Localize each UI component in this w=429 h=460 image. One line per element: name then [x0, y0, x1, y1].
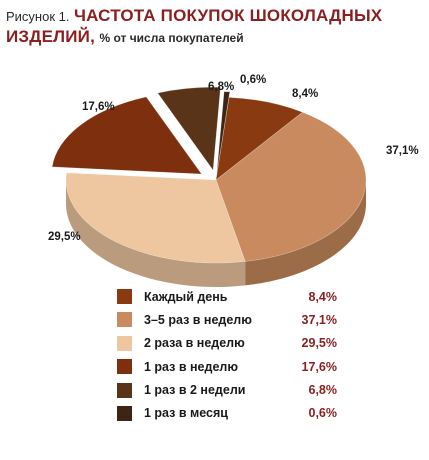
- legend-value: 29,5%: [301, 336, 337, 351]
- pie-chart: 8,4% 37,1% 29,5% 17,6% 6,8% 0,6%: [48, 74, 419, 287]
- legend-item: Каждый день 8,4%: [117, 287, 337, 306]
- legend-value: 6,8%: [308, 383, 338, 398]
- legend-swatch: [117, 289, 132, 304]
- pie-slice: [216, 91, 231, 175]
- legend-value: 0,6%: [308, 406, 338, 421]
- legend-item: 1 раз в месяц 0,6%: [117, 404, 337, 423]
- slice-value-label: 8,4%: [292, 88, 318, 100]
- chart-title-line1: ЧАСТОТА ПОКУПОК ШОКОЛАДНЫХ: [73, 6, 383, 25]
- pie-slice-side: [245, 180, 366, 286]
- chart-legend: Каждый день 8,4% 3–5 раз в неделю 37,1% 2 ра…: [117, 287, 337, 427]
- legend-item: 2 раза в неделю 29,5%: [117, 334, 337, 353]
- legend-label: 1 раз в 2 недели: [144, 383, 246, 398]
- pie-slice: [215, 97, 304, 181]
- legend-value: 37,1%: [301, 312, 337, 327]
- figure-number: Рисунок 1.: [6, 9, 70, 24]
- legend-label: 2 раза в неделю: [144, 336, 245, 351]
- slice-value-label: 6,8%: [208, 81, 234, 93]
- slice-value-label: 0,6%: [240, 74, 266, 86]
- legend-label: 3–5 раз в неделю: [144, 312, 252, 327]
- legend-value: 17,6%: [301, 359, 337, 374]
- legend-swatch: [117, 312, 132, 328]
- slice-value-label: 29,5%: [48, 231, 81, 243]
- pie-slice: [51, 96, 203, 175]
- legend-swatch: [117, 335, 132, 351]
- pie-slice: [65, 172, 246, 264]
- pie-slice: [215, 111, 367, 262]
- legend-label: Каждый день: [144, 289, 228, 304]
- legend-label: 1 раз в месяц: [144, 406, 228, 421]
- chart-title-line2: ИЗДЕЛИЙ,: [6, 27, 96, 46]
- legend-item: 1 раз в 2 недели 6,8%: [117, 381, 337, 400]
- legend-swatch: [117, 382, 132, 398]
- pie-slice-side: [66, 180, 246, 287]
- legend-swatch: [117, 359, 132, 375]
- pie-slice: [157, 86, 221, 172]
- chart-subtitle: % от числа покупателей: [99, 31, 244, 45]
- chart-title-block: Рисунок 1. ЧАСТОТА ПОКУПОК ШОКОЛАДНЫХ ИЗ…: [6, 6, 426, 48]
- legend-swatch: [117, 405, 132, 421]
- slice-value-label: 17,6%: [82, 101, 115, 113]
- legend-label: 1 раз в неделю: [144, 359, 239, 374]
- legend-item: 1 раз в неделю 17,6%: [117, 357, 337, 376]
- legend-value: 8,4%: [308, 289, 338, 304]
- legend-item: 3–5 раз в неделю 37,1%: [117, 310, 337, 329]
- slice-value-label: 37,1%: [386, 145, 419, 157]
